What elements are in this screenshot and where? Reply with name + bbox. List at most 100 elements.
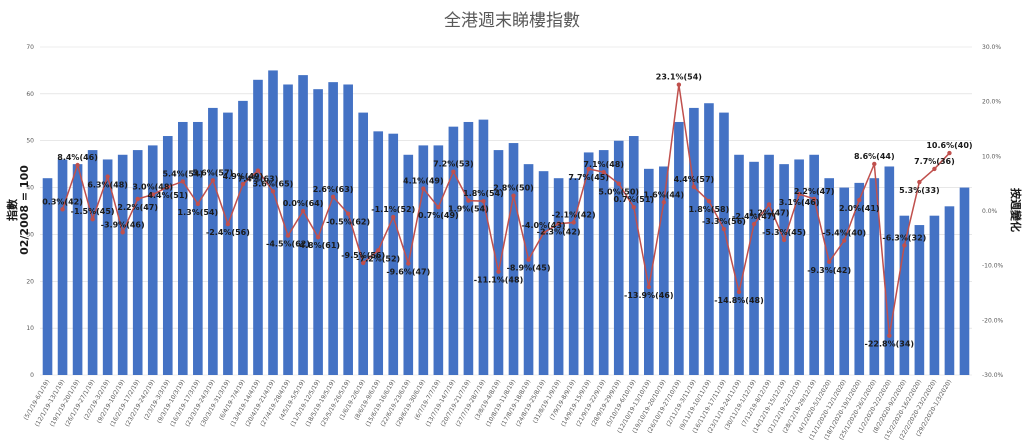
index-bar [719,112,729,375]
line-point [872,161,877,167]
left-tick-label: 70 [26,44,34,51]
index-bar [478,119,489,375]
index-bar [914,225,925,375]
data-label: 10.6%(40) [926,141,972,150]
line-point [571,220,576,225]
line-point [826,259,832,265]
right-axis-title: 按週變化 [1009,188,1023,232]
index-bar [132,150,143,375]
index-bar [959,187,970,375]
data-label: -5.3%(45) [762,228,806,237]
index-bar [809,154,819,375]
chart-title: 全港週末睇樓指數 [444,11,580,31]
data-label: -5.4%(40) [822,229,866,238]
index-bar [689,107,699,376]
index-bar [523,164,534,375]
index-bar [508,143,519,375]
data-label: -9.3%(42) [807,266,851,275]
data-label: 5.3%(33) [899,186,940,195]
line-point [857,197,862,203]
line-point [766,202,772,207]
data-label: -2.4%(56) [206,228,250,237]
index-bar [117,154,128,375]
index-bar [704,103,714,375]
index-bar [538,171,549,375]
data-label: 4.9%(49) [223,172,264,181]
index-bar [628,136,639,375]
line-point [240,182,246,187]
data-label: -8.9%(45) [507,264,551,273]
line-point [376,248,381,253]
data-label: 7.7%(45) [568,173,609,182]
index-bar [358,112,369,375]
line-point [285,233,291,238]
index-bar [764,154,774,375]
line-point [661,200,667,205]
data-label: 3.0%(48) [132,183,173,192]
line-point [90,217,95,222]
line-point [556,221,561,226]
line-point [330,194,336,199]
index-bar [448,126,459,376]
line-point [421,186,426,191]
data-label: 1.8%(54) [463,189,504,198]
line-point [842,238,847,243]
data-label: -9.5%(56) [341,251,385,260]
index-bar [223,112,233,375]
index-bar [238,100,248,375]
index-bar [208,107,218,376]
line-point [300,208,306,214]
line-point [120,230,125,235]
data-label: 1.6%(44) [644,190,685,199]
line-point [255,168,261,173]
line-point [466,198,471,203]
left-tick-label: 50 [26,138,34,145]
data-label: 4.4%(51) [147,191,188,200]
data-label: 3.6%(65) [253,179,294,188]
index-bar [839,187,850,375]
line-point [511,193,516,198]
line-point [345,211,351,216]
line-point [360,260,366,266]
line-point [586,166,591,172]
left-tick-label: 40 [26,185,34,192]
left-tick-label: 20 [26,278,34,285]
data-label: -3.3%(56) [702,217,746,226]
index-bar [313,89,323,376]
index-bar [147,145,158,375]
index-bar [177,121,188,375]
index-bar [869,178,880,375]
index-bar [794,159,804,375]
data-label: 4.4%(57) [674,175,715,184]
index-bar [749,161,759,375]
line-point [796,191,802,197]
index-bar [102,159,113,375]
index-bar [854,182,865,375]
data-label: 1.9%(54) [448,205,489,214]
data-label: -0.5%(62) [326,218,370,227]
line-point [75,162,80,168]
line-point [887,333,892,338]
index-bar [583,152,594,375]
data-label: 2.2%(47) [117,203,158,212]
index-bar [343,84,353,375]
data-label: 8.4%(46) [57,153,98,162]
data-label: 3.1%(46) [779,198,820,207]
line-point [195,201,201,207]
data-label: 5.0%(50) [598,188,639,197]
data-label: -1.1%(52) [371,205,415,214]
left-tick-label: 30 [26,231,34,238]
data-label: 0.7%(49) [418,211,459,220]
index-bar [193,121,203,375]
right-tick-label: 10.0% [982,153,1001,160]
right-tick-label: -30.0% [982,372,1004,379]
line-point [917,179,922,185]
line-point [706,198,712,204]
index-bar [418,145,429,375]
line-point [180,179,186,184]
data-label: 8.6%(44) [854,152,895,161]
left-axis: 0 10 20 30 40 50 60 70 [26,44,34,379]
line-point [646,284,652,290]
line-point [526,257,531,262]
